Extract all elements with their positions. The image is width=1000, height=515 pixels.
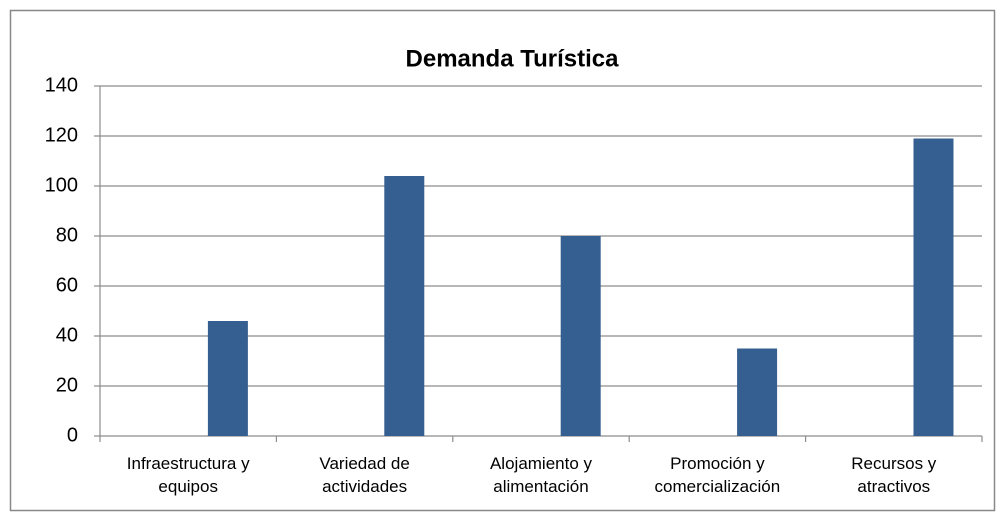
y-tick-label: 120 xyxy=(45,124,78,146)
y-tick-label: 100 xyxy=(45,174,78,196)
chart-title: Demanda Turística xyxy=(406,45,620,72)
chart-frame xyxy=(9,9,996,512)
y-tick-label: 60 xyxy=(56,274,78,296)
x-tick-label: Recursos y atractivos xyxy=(851,454,937,496)
bar xyxy=(384,176,425,436)
y-tick-label: 80 xyxy=(56,224,78,246)
x-tick-label: Infraestructura y equipos xyxy=(126,454,250,496)
bar xyxy=(560,236,601,436)
y-tick-label: 0 xyxy=(67,424,78,446)
x-tick-label: Promoción y comercialización xyxy=(654,454,781,496)
x-tick-label: Variedad de actividades xyxy=(319,454,410,496)
y-tick-label: 140 xyxy=(45,74,78,96)
bar xyxy=(207,321,248,436)
bar xyxy=(737,348,778,436)
bar xyxy=(913,138,954,436)
y-tick-label: 40 xyxy=(56,324,78,346)
x-tick-label: Alojamiento y alimentación xyxy=(489,454,593,496)
y-tick-label: 20 xyxy=(56,374,78,396)
